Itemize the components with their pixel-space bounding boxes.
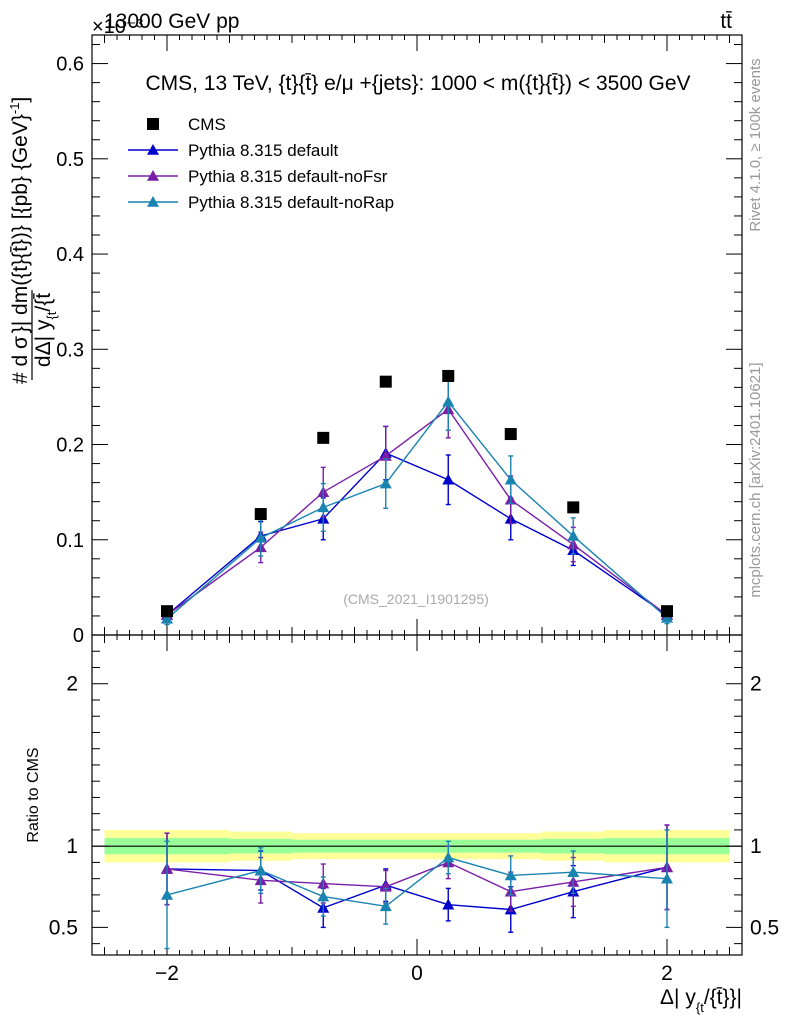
ratio-pythia-8-315-default-nofsr-line [166,861,668,893]
ylabel-after: /{t̄ [32,293,55,312]
ylabel-close: ] [9,97,32,103]
cms-data-point [504,428,517,441]
cms-data-point [567,501,580,514]
ratio-pythia-8-315-default-point [442,898,455,910]
rivet-version-label: Rivet 4.1.0, ≥ 100k events [747,58,764,231]
x-tick-label: −2 [155,962,179,985]
main-plot-panel: 0 0.1 0.2 0.3 0.4 0.5 0.6 CMS, 13 TeV, {t}{t̄}… [56,34,743,647]
pythia-8-315-default-norap-point [504,473,517,485]
ratio-plot-panel: 0.5 0.5 1 1 2 2 −2 0 2 Ratio to CMS Δ| y{t/{t̄}… [25,634,779,1015]
x-tick-label: 2 [661,962,673,985]
pythia-8-315-default-norap-point [661,611,673,623]
y-tick-label: 0.6 [56,54,84,76]
ratio-x-ticks: −2 0 2 [91,635,743,985]
cms-data-point [161,605,173,618]
ratio-y-tick-label: 2 [66,673,78,696]
y-tick-label: 0 [73,625,84,647]
header-process: 13000 GeV pp [104,10,239,33]
pythia-8-315-default-norap-point [161,612,173,624]
y-tick-label: 0.5 [56,149,84,171]
ratio-uncertainty-bands [92,829,742,863]
main-series [161,369,673,626]
ratio-y-tick-label-right: 2 [750,673,762,696]
ylabel-bottom: dΔ| y [32,319,55,367]
ratio-pythia-8-315-default-norap-point [442,851,455,863]
ratio-pythia-8-315-default-norap-line [166,856,668,908]
pythia-8-315-default-norap-point [442,395,455,407]
ratio-plot-frame [91,634,743,956]
ylabel-sup: -1 [7,103,22,115]
ratio-pythia-8-315-default-norap-point [379,900,392,912]
ratio-y-tick-label-right: 1 [750,835,762,858]
legend-label: Pythia 8.315 default-noRap [188,193,394,212]
pythia-8-315-default-point [442,473,455,485]
ratio-y-tick-label: 1 [66,835,78,858]
ratio-series [161,824,673,950]
ratio-pythia-8-315-default-line [166,866,668,911]
x-axis-label: Δ| y{t/{t̄}}| [660,986,742,1015]
cms-data-point [661,605,673,618]
legend-marker-cms [147,118,159,130]
xlabel-main: Δ| y [660,986,696,1009]
xlabel-after: /{t̄}}| [704,986,742,1009]
ratio-pythia-8-315-default-norap-point [661,872,673,884]
legend: CMS Pythia 8.315 default Pythia 8.315 defa… [128,115,394,212]
ratio-y-ticks: 0.5 0.5 1 1 2 2 [49,650,779,945]
ylabel-sub: {t [44,311,59,319]
mcplots-label: mcplots.cern.ch [arXiv:2401.10621] [747,362,764,597]
legend-marker-pythia-8-315-default-norap [147,196,159,207]
ratio-pythia-8-315-default-nofsr-point [379,880,392,892]
pythia-8-315-default-norap-line [166,400,668,620]
y-tick-label: 0.3 [56,339,84,361]
legend-marker-pythia-8-315-default-nofsr [147,170,159,181]
legend-label: CMS [188,115,226,134]
x-tick-label: 0 [411,962,423,985]
top-y-axis-label: }| dm({t}{t̄})} [{pb} {GeV}-1] [7,97,32,334]
pythia-8-315-default-nofsr-line [166,408,668,616]
plot-title: CMS, 13 TeV, {t}{t̄} e/μ +{jets}: 1000 <… [145,72,690,95]
main-x-ticks [91,35,743,635]
y-tick-label: 0.1 [56,530,84,552]
top-y-axis-label-denominator: dΔ| y{t/{t̄ [32,293,59,367]
main-y-ticks: 0 0.1 0.2 0.3 0.4 0.5 0.6 [56,44,742,647]
pythia-8-315-default-norap-point [379,477,392,489]
pythia-8-315-default-norap-point [254,531,267,543]
ratio-pythia-8-315-default-norap-point [504,869,517,881]
ratio-pythia-8-315-default-norap-point [161,888,173,900]
top-y-axis-label-numerator: # d σ [9,336,32,384]
pythia-8-315-default-norap-point [317,501,330,513]
ratio-y-axis-label: Ratio to CMS [25,747,42,842]
ratio-y-tick-label-right: 0.5 [750,916,779,939]
cms-data-point [317,431,330,444]
y-tick-label: 0.2 [56,435,84,457]
legend-label: Pythia 8.315 default [188,141,339,160]
header-channel: tt̄ [720,10,732,33]
cms-data-point [442,369,455,382]
cms-data-point [254,508,267,521]
pythia-8-315-default-norap-point [567,529,580,541]
xlabel-sub: {t [696,1000,704,1015]
cms-data-point [379,375,392,388]
ratio-pythia-8-315-default-norap-point [317,890,330,902]
pythia-8-315-default-nofsr-point [379,449,392,461]
y-tick-label: 0.4 [56,244,84,266]
legend-label: Pythia 8.315 default-noFsr [188,167,388,186]
analysis-watermark: (CMS_2021_I1901295) [343,591,489,607]
ylabel-right: }| dm({t}{t̄})} [{pb} {GeV} [9,114,32,333]
ratio-y-tick-label: 0.5 [49,916,78,939]
header-scale: ×10⁻³ [92,16,143,38]
ratio-pythia-8-315-default-norap-point [254,864,267,876]
legend-marker-pythia-8-315-default [147,144,159,155]
ratio-pythia-8-315-default-norap-point [567,866,580,877]
